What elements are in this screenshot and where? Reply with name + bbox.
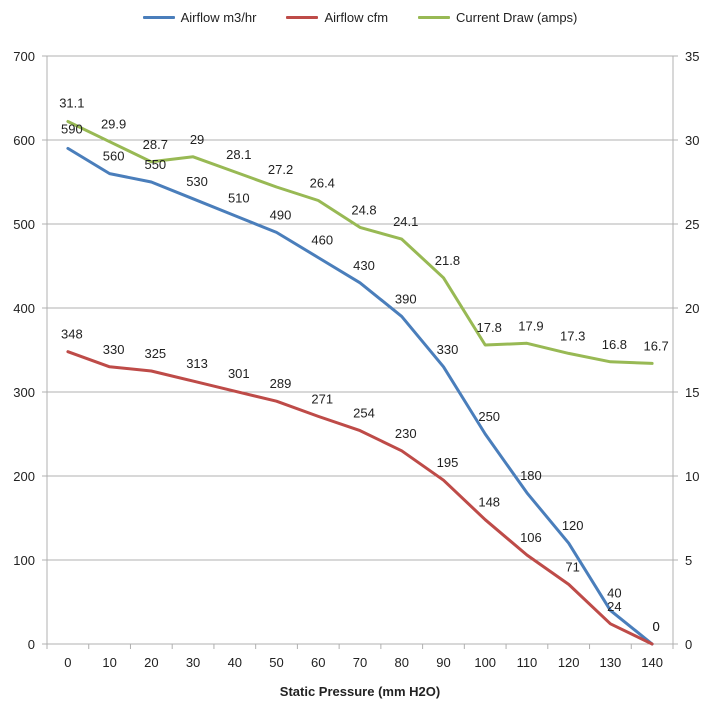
x-axis-tick-label: 30 [186, 655, 200, 670]
x-axis-tick-label: 90 [436, 655, 450, 670]
x-axis-tick-label: 110 [517, 655, 538, 670]
data-label: 301 [228, 366, 250, 381]
data-label: 17.8 [477, 320, 502, 335]
y-axis-tick-label: 400 [13, 301, 35, 316]
data-label: 0 [653, 619, 660, 634]
data-label: 0 [653, 619, 660, 634]
data-label: 24.8 [351, 202, 376, 217]
x-axis-tick-label: 50 [269, 655, 283, 670]
y-axis-tick-label: 200 [13, 469, 35, 484]
chart-legend: Airflow m3/hr Airflow cfm Current Draw (… [0, 10, 720, 25]
data-label: 490 [270, 207, 292, 222]
y-axis-tick-label: 0 [28, 637, 35, 652]
legend-swatch-current-draw [418, 16, 451, 19]
x-axis-tick-label: 60 [311, 655, 325, 670]
data-label: 29 [190, 132, 204, 147]
data-label: 230 [395, 426, 417, 441]
data-label: 180 [520, 468, 542, 483]
x-axis-tick-label: 70 [353, 655, 367, 670]
y-axis-tick-label: 700 [13, 49, 35, 64]
x-axis-tick-label: 0 [64, 655, 71, 670]
y-axis-tick-label: 600 [13, 133, 35, 148]
data-label: 120 [562, 518, 584, 533]
data-label: 31.1 [59, 96, 84, 111]
data-label: 560 [103, 149, 125, 164]
data-label: 195 [437, 455, 459, 470]
x-axis-title: Static Pressure (mm H2O) [279, 684, 441, 699]
y-axis-tick-label: 300 [13, 385, 35, 400]
data-label: 325 [144, 346, 166, 361]
legend-label-airflow-cfm: Airflow cfm [324, 10, 389, 25]
data-label: 29.9 [101, 117, 126, 132]
x-axis-tick-label: 20 [144, 655, 158, 670]
data-label: 16.7 [643, 338, 668, 353]
data-label: 460 [311, 233, 333, 248]
y2-axis-tick-label: 30 [685, 133, 699, 148]
data-label: 390 [395, 291, 417, 306]
y2-axis-tick-label: 10 [685, 469, 699, 484]
data-label: 106 [520, 530, 542, 545]
x-axis-tick-label: 100 [474, 655, 496, 670]
legend-label-current-draw: Current Draw (amps) [456, 10, 578, 25]
data-label: 254 [353, 406, 375, 421]
data-label: 250 [478, 409, 500, 424]
data-label: 28.7 [143, 137, 168, 152]
series-line-2 [66, 120, 654, 365]
data-label: 348 [61, 327, 83, 342]
legend-item-airflow-cfm: Airflow cfm [286, 10, 388, 25]
data-label: 148 [478, 495, 500, 510]
data-label: 28.1 [226, 147, 251, 162]
legend-label-airflow-m3hr: Airflow m3/hr [180, 10, 257, 25]
y-axis-tick-label: 100 [13, 553, 35, 568]
data-label: 21.8 [435, 253, 460, 268]
data-label: 330 [103, 342, 125, 357]
x-axis-tick-label: 140 [641, 655, 663, 670]
data-label: 16.8 [602, 337, 627, 352]
data-label: 590 [61, 121, 83, 136]
data-label: 24 [607, 599, 621, 614]
data-label: 27.2 [268, 162, 293, 177]
x-axis-tick-label: 10 [102, 655, 116, 670]
data-label: 510 [228, 191, 250, 206]
series-line-0 [66, 146, 654, 646]
y2-axis-tick-label: 15 [685, 385, 699, 400]
data-label: 24.1 [393, 214, 418, 229]
data-label: 313 [186, 356, 208, 371]
data-label: 40 [607, 585, 621, 600]
legend-swatch-airflow-cfm [286, 16, 319, 19]
data-label: 26.4 [310, 175, 335, 190]
data-label: 330 [437, 342, 459, 357]
data-label: 550 [144, 157, 166, 172]
y2-axis-tick-label: 25 [685, 217, 699, 232]
y2-axis-tick-label: 0 [685, 637, 692, 652]
y2-axis-tick-label: 20 [685, 301, 699, 316]
data-label: 430 [353, 258, 375, 273]
x-axis-tick-label: 120 [558, 655, 580, 670]
x-axis-tick-label: 40 [228, 655, 242, 670]
data-label: 530 [186, 174, 208, 189]
legend-item-current-draw: Current Draw (amps) [418, 10, 577, 25]
plot-area [46, 55, 674, 645]
data-label: 17.9 [518, 318, 543, 333]
legend-swatch-airflow-m3hr [142, 16, 175, 19]
y-axis-tick-label: 500 [13, 217, 35, 232]
data-label: 17.3 [560, 328, 585, 343]
y2-axis-tick-label: 5 [685, 553, 692, 568]
y2-axis-tick-label: 35 [685, 49, 699, 64]
data-label: 289 [270, 376, 292, 391]
x-axis-tick-label: 80 [394, 655, 408, 670]
data-label: 71 [565, 559, 579, 574]
series-line-1 [66, 350, 654, 646]
legend-item-airflow-m3hr: Airflow m3/hr [142, 10, 257, 25]
data-label: 271 [311, 391, 333, 406]
x-axis-tick-label: 130 [600, 655, 622, 670]
